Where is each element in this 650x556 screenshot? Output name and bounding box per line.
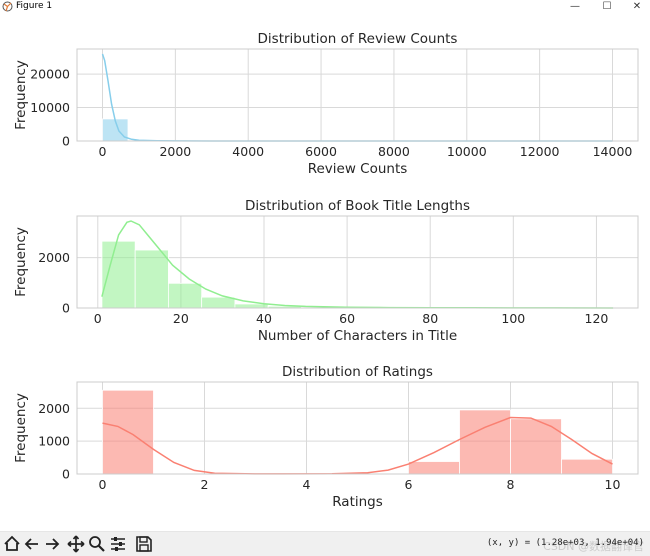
navigation-toolbar: CSDN @数据翻译官 (x, y) = (1.28e+03, 1.94e+04… [0,531,650,556]
x-tick-label: 2 [201,477,209,492]
x-tick-label: 6000 [305,144,337,159]
maximize-button[interactable]: ☐ [592,0,622,13]
x-tick-label: 8 [507,477,515,492]
x-tick-label: 40 [256,311,272,326]
y-tick-label: 2000 [38,250,70,265]
x-tick-label: 80 [422,311,438,326]
subplot-1: 0 2000 4000 6000 8000 10000 12000 14000 0 10000 20… [13,31,638,177]
cursor-coordinates: (x, y) = (1.28e+03, 1.94e+04) [487,538,644,548]
x-tick-label: 14000 [593,144,633,159]
forward-arrow-icon[interactable] [42,534,62,554]
y-axis-label: Frequency [13,60,29,130]
configure-subplots-icon[interactable] [108,534,128,554]
chart-title: Distribution of Ratings [282,364,433,380]
x-tick-label: 10 [605,477,621,492]
x-tick-label: 10000 [447,144,487,159]
histogram-bar [202,297,235,308]
subplot-2: 0 20 40 60 80 100 120 0 2000 Distribution of Book… [13,198,638,344]
close-button[interactable]: ✕ [622,0,650,13]
x-tick-label: 0 [94,311,102,326]
x-tick-label: 12000 [520,144,560,159]
histogram-bar [168,283,201,308]
histogram-bar [562,459,613,474]
minimize-button[interactable]: — [560,0,590,13]
histogram-bar [511,419,562,474]
histogram-bar [135,250,168,308]
x-tick-label: 4000 [232,144,264,159]
window-title: Figure 1 [16,0,52,13]
y-tick-label: 0 [62,301,70,316]
x-axis-label: Review Counts [308,161,408,177]
x-tick-label: 0 [99,477,107,492]
save-figure-icon[interactable] [134,534,154,554]
y-tick-label: 0 [62,467,70,482]
y-axis-label: Frequency [13,227,29,297]
x-tick-label: 2000 [159,144,191,159]
y-tick-label: 2000 [38,401,70,416]
subplot-3: 0 2 4 6 8 10 0 1000 2000 Distribution of Ratings R… [13,364,638,510]
chart-title: Distribution of Review Counts [258,31,458,47]
x-tick-label: 100 [501,311,525,326]
plot-background [77,49,638,141]
histogram-bar [460,410,511,474]
histogram-bar [409,462,460,474]
x-tick-label: 20 [173,311,189,326]
window-titlebar: Figure 1 — ☐ ✕ [0,0,650,13]
x-axis-label: Ratings [332,494,383,510]
x-axis-label: Number of Characters in Title [258,328,457,344]
x-tick-label: 6 [405,477,413,492]
y-tick-label: 10000 [30,100,70,115]
x-tick-label: 60 [339,311,355,326]
y-axis-label: Frequency [13,393,29,463]
histogram-bar [102,241,135,308]
x-tick-label: 120 [585,311,609,326]
zoom-icon[interactable] [87,534,107,554]
x-tick-label: 0 [99,144,107,159]
y-tick-label: 1000 [38,434,70,449]
home-icon[interactable] [2,534,22,554]
y-tick-label: 20000 [30,67,70,82]
histogram-bar [235,304,268,308]
x-tick-label: 8000 [378,144,410,159]
matplotlib-app-icon [2,1,13,12]
y-tick-label: 0 [62,134,70,149]
chart-title: Distribution of Book Title Lengths [245,198,470,214]
back-arrow-icon[interactable] [22,534,42,554]
pan-icon[interactable] [66,534,86,554]
x-tick-label: 4 [303,477,311,492]
